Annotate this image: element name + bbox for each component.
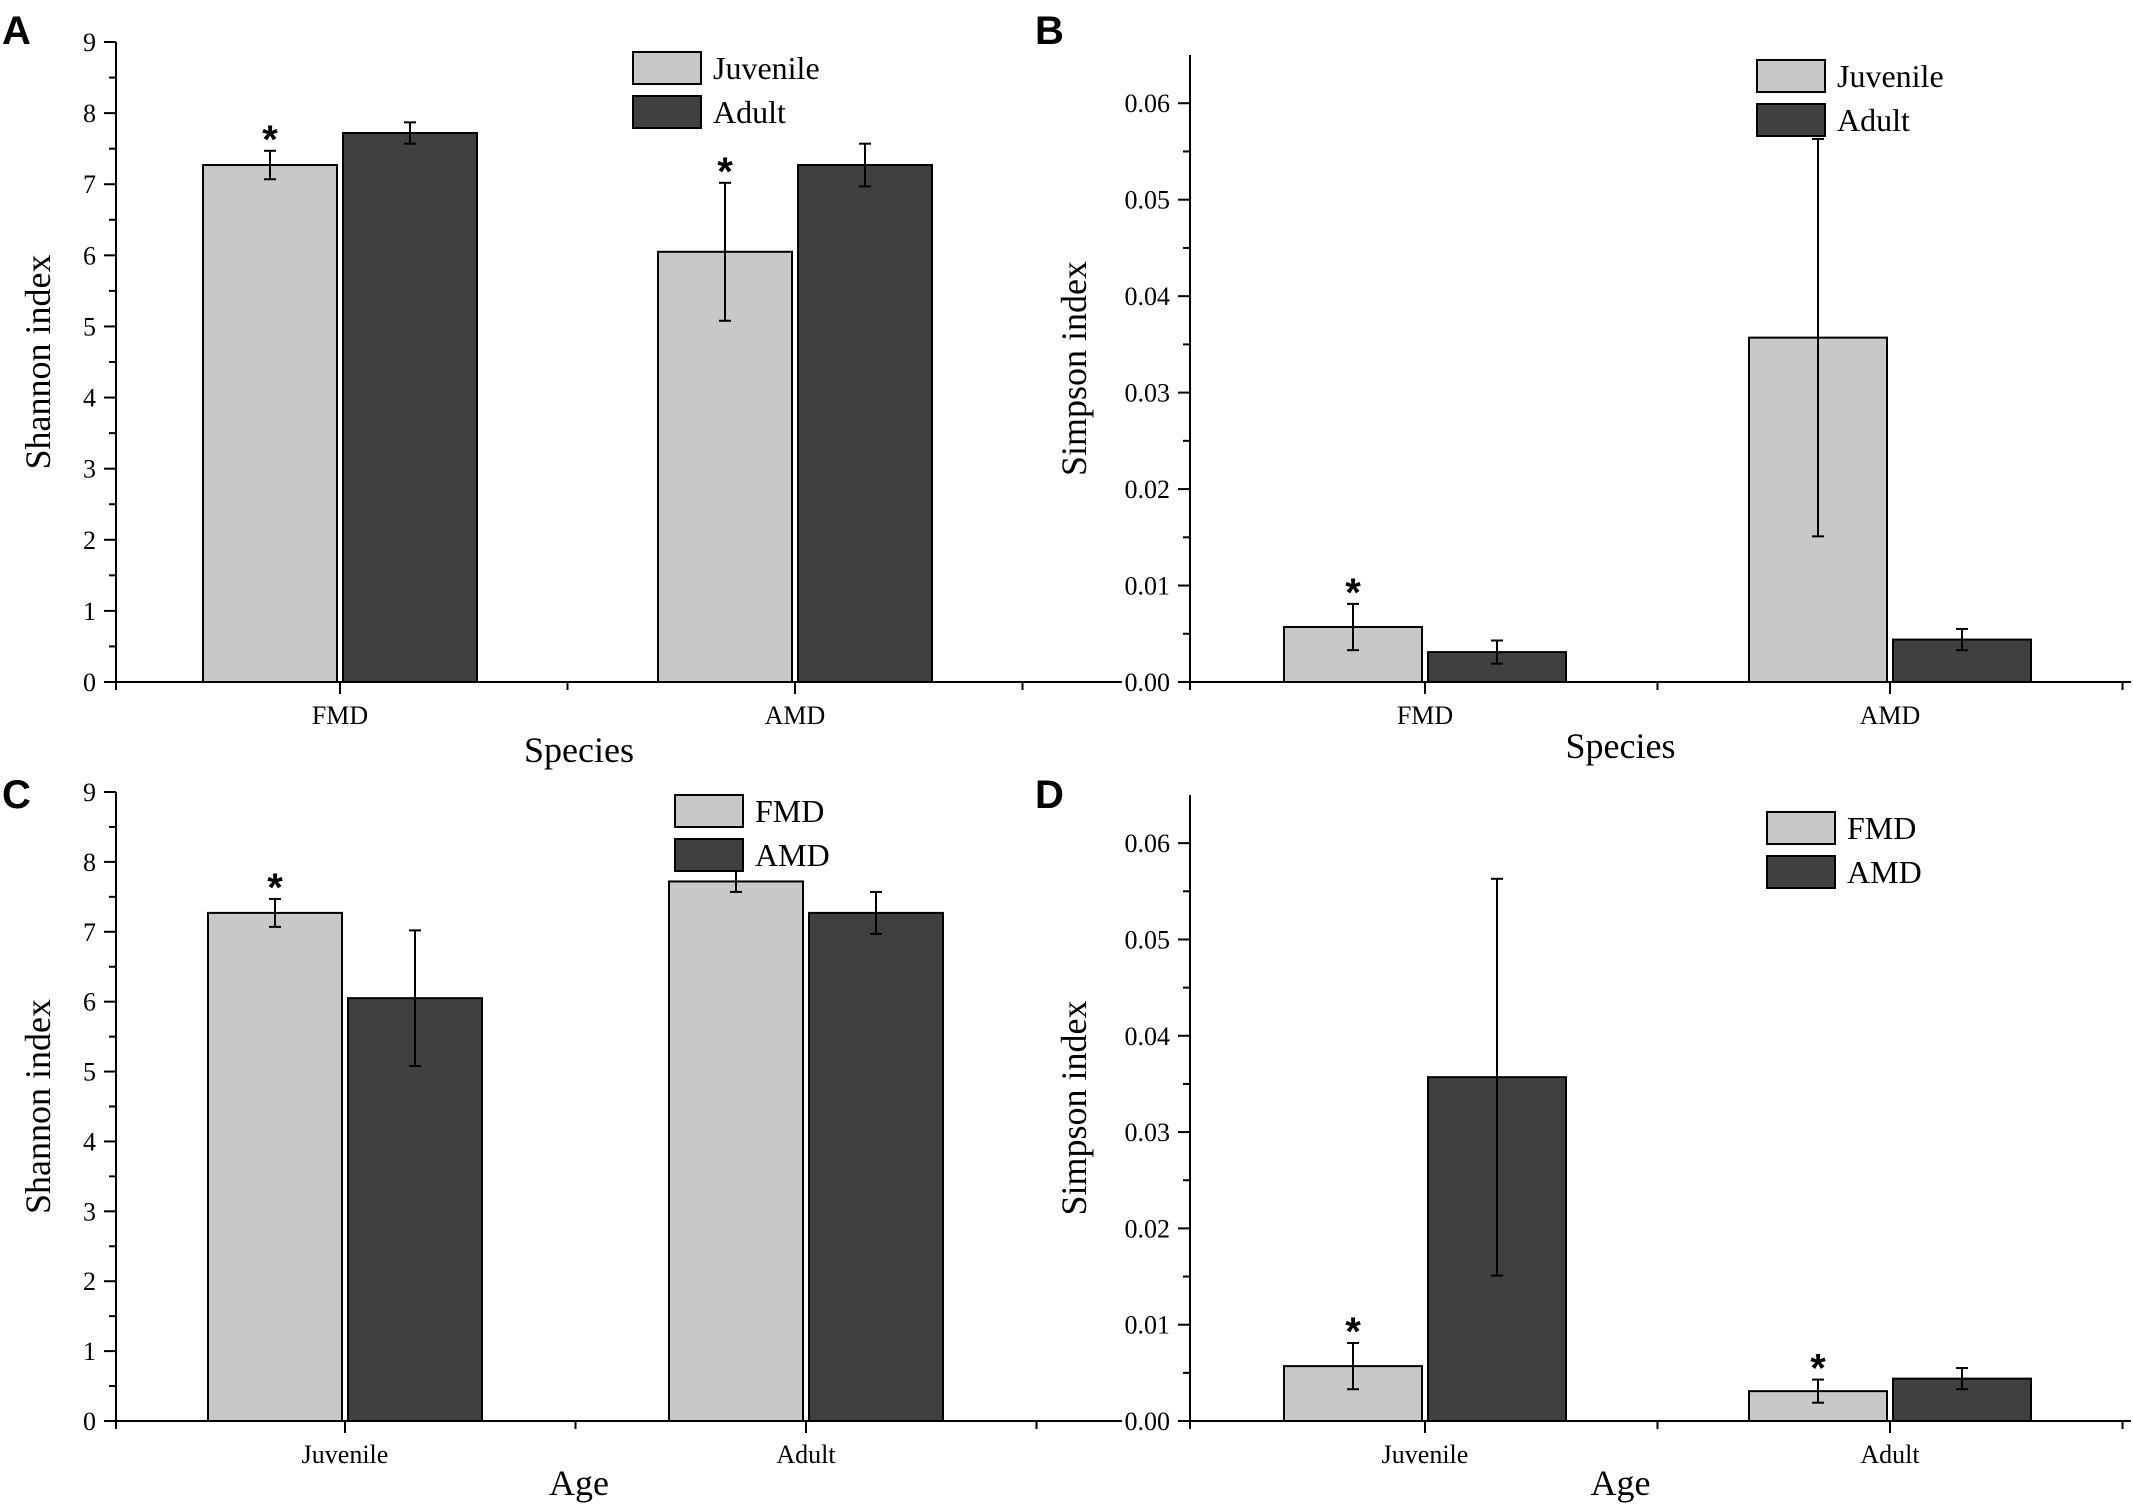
y-tick-label: 3 — [83, 455, 96, 484]
legend-label: Juvenile — [1837, 58, 1944, 94]
y-tick-label: 2 — [83, 526, 96, 555]
y-tick-label: 8 — [83, 99, 96, 128]
y-tick-label: 4 — [83, 1127, 96, 1156]
significance-star: * — [267, 866, 283, 910]
y-tick-label: 2 — [83, 1267, 96, 1296]
bar — [657, 250, 793, 683]
bar — [207, 911, 343, 1422]
y-tick-label: 0.03 — [1125, 379, 1171, 408]
y-tick-label: 7 — [83, 170, 96, 199]
y-tick-label: 0.02 — [1125, 475, 1171, 504]
y-tick-label: 0.02 — [1125, 1214, 1171, 1243]
legend-swatch — [1766, 855, 1836, 889]
y-tick-label: 5 — [83, 312, 96, 341]
legend-swatch — [632, 95, 702, 129]
legend-swatch — [1756, 59, 1826, 93]
x-axis-title: Age — [1591, 1463, 1651, 1503]
legend-swatch — [1756, 103, 1826, 137]
bar — [668, 880, 804, 1422]
legend-label: Juvenile — [713, 50, 820, 86]
y-tick-label: 1 — [83, 1337, 96, 1366]
y-tick-label: 0.04 — [1125, 1022, 1171, 1051]
y-tick-label: 0.05 — [1125, 186, 1171, 215]
legend-swatch — [1766, 811, 1836, 845]
legend-label: Adult — [713, 94, 786, 130]
y-tick-label: 9 — [83, 28, 96, 57]
significance-star: * — [1810, 1347, 1826, 1391]
x-category-label: Adult — [1860, 1440, 1920, 1469]
y-tick-label: 0 — [83, 1407, 96, 1436]
significance-star: * — [262, 118, 278, 162]
y-tick-label: 4 — [83, 384, 96, 413]
y-tick-label: 6 — [83, 241, 96, 270]
y-tick-label: 0.06 — [1125, 829, 1171, 858]
panel-d: D 0.00 0.01 0.02 0.03 0.04 0.05 0.06 Juvenile Adu… — [1035, 773, 2131, 1503]
x-category-label: AMD — [765, 701, 826, 730]
panel-letter: A — [2, 9, 31, 53]
panel-letter: C — [2, 773, 31, 817]
x-category-label: Adult — [776, 1440, 836, 1469]
x-category-label: FMD — [312, 701, 368, 730]
x-axis-title: Species — [524, 730, 634, 770]
y-tick-label: 1 — [83, 597, 96, 626]
y-axis-title: Simpson index — [1054, 261, 1094, 476]
legend-label: AMD — [755, 837, 830, 873]
legend-label: AMD — [1847, 854, 1922, 890]
bar — [342, 132, 478, 683]
significance-star: * — [1345, 1310, 1361, 1354]
x-axis-title: Age — [549, 1463, 609, 1503]
legend-swatch — [674, 794, 744, 828]
x-axis-title: Species — [1566, 726, 1676, 766]
y-tick-label: 3 — [83, 1197, 96, 1226]
y-tick-label: 0.00 — [1125, 668, 1171, 697]
y-tick-label: 6 — [83, 988, 96, 1017]
panel-b: B 0.00 0.01 0.02 0.03 0.04 0.05 0.06 FMD AMD Speci… — [1035, 9, 2131, 766]
y-tick-label: 0.05 — [1125, 925, 1171, 954]
x-category-label: AMD — [1860, 701, 1921, 730]
legend-swatch — [674, 838, 744, 872]
significance-star: * — [717, 150, 733, 194]
x-category-label: FMD — [1397, 701, 1453, 730]
y-axis-title: Simpson index — [1054, 1000, 1094, 1215]
legend-label: FMD — [1847, 810, 1916, 846]
y-axis-title: Shannon index — [18, 255, 58, 470]
y-tick-label: 0.03 — [1125, 1118, 1171, 1147]
bar — [808, 911, 944, 1422]
y-tick-label: 8 — [83, 848, 96, 877]
panel-a: A 0 1 2 3 4 5 6 7 8 9 FMD AMD Species Shannon index * * J… — [2, 9, 1122, 770]
panel-c: C 0 1 2 3 4 5 6 7 8 9 Juvenile Adult Age Shannon index… — [2, 773, 1122, 1503]
y-tick-label: 7 — [83, 918, 96, 947]
panel-letter: B — [1035, 9, 1064, 53]
x-category-label: Juvenile — [302, 1440, 389, 1469]
y-tick-label: 0.06 — [1125, 89, 1171, 118]
bar — [797, 164, 933, 683]
legend-swatch — [632, 51, 702, 85]
y-tick-label: 5 — [83, 1058, 96, 1087]
y-axis-title: Shannon index — [18, 999, 58, 1214]
y-tick-label: 0.01 — [1125, 1311, 1171, 1340]
y-tick-label: 0.01 — [1125, 572, 1171, 601]
bar — [347, 997, 483, 1423]
significance-star: * — [1345, 571, 1361, 615]
y-tick-label: 0.00 — [1125, 1407, 1171, 1436]
x-category-label: Juvenile — [1382, 1440, 1469, 1469]
panel-letter: D — [1035, 773, 1064, 817]
y-tick-label: 0 — [83, 668, 96, 697]
y-tick-label: 0.04 — [1125, 282, 1171, 311]
legend-label: Adult — [1837, 102, 1910, 138]
y-tick-label: 9 — [83, 778, 96, 807]
bar — [202, 164, 338, 683]
legend-label: FMD — [755, 793, 824, 829]
